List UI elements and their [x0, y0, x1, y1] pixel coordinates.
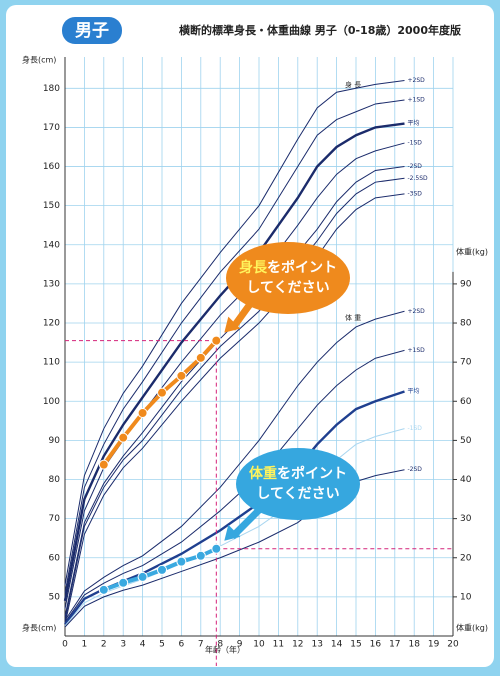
curve-label: +1SD [408, 97, 426, 104]
patient-point [195, 352, 206, 363]
x-tick-label: 15 [350, 640, 361, 650]
sd-curve [64, 310, 405, 621]
curve-label: +2SD [408, 308, 426, 315]
curve-label: -2SD [408, 466, 423, 473]
callout-text: してください [256, 486, 339, 502]
callout-text: 体重をポイント [249, 465, 347, 482]
y-tick-label: 60 [49, 553, 61, 563]
y-tick-label: 160 [43, 162, 60, 172]
y-tick-label: 90 [49, 436, 61, 446]
callout-highlight: 身長 [239, 259, 268, 276]
callout-arrowhead [224, 316, 241, 333]
y-tick-label: 140 [43, 240, 60, 250]
patient-point [137, 408, 148, 419]
patient-point [176, 556, 187, 567]
patient-point [211, 335, 222, 346]
y-tick-label: 130 [43, 279, 60, 289]
y-tick-label: 120 [43, 319, 60, 329]
y-tick-label: 150 [43, 201, 60, 211]
y2-tick-label: 60 [460, 397, 472, 407]
curve-label: 平均 [408, 119, 420, 127]
x-tick-label: 8 [217, 640, 223, 650]
chart-title: 横断的標準身長・体重曲線 男子（0-18歳）2000年度版 [179, 23, 461, 37]
patient-point [98, 584, 109, 595]
x-tick-label: 0 [62, 640, 68, 650]
x-tick-label: 11 [273, 640, 284, 650]
x-tick-label: 6 [179, 640, 185, 650]
sd-curve [64, 193, 405, 625]
patient-point [211, 543, 222, 554]
y-tick-label: 110 [43, 358, 60, 368]
y-axis-label: 身長(cm) [22, 623, 56, 633]
sd-curve [64, 99, 405, 594]
y2-tick-label: 40 [460, 475, 472, 485]
x-tick-label: 10 [253, 640, 265, 650]
y2-tick-label: 80 [460, 319, 472, 329]
patient-point [98, 459, 109, 470]
x-tick-label: 1 [82, 640, 88, 650]
callout [226, 242, 350, 314]
patient-point [157, 387, 167, 398]
y-tick-label: 70 [49, 514, 61, 524]
callout-text-part: をポイント [267, 259, 337, 276]
curve-group-label: 身 長 [345, 80, 361, 89]
y2-tick-label: 70 [460, 358, 472, 368]
patient-point [118, 432, 129, 443]
callout-highlight: 体重 [249, 465, 277, 482]
x-axis-label: 年齢（年） [205, 645, 245, 655]
curve-label: 平均 [408, 387, 420, 395]
patient-point [176, 370, 187, 381]
x-tick-label: 19 [428, 640, 440, 650]
sd-curve [64, 177, 405, 621]
y-tick-label: 50 [49, 592, 61, 602]
badge [62, 17, 122, 44]
curve-label: -1SD [408, 425, 423, 432]
x-tick-label: 14 [331, 640, 343, 650]
curve-label: +2SD [408, 77, 426, 84]
y-tick-label: 180 [43, 84, 60, 94]
y-tick-label: 170 [43, 123, 60, 133]
y2-tick-label: 20 [460, 553, 472, 563]
y-tick-label: 80 [49, 475, 61, 485]
x-tick-label: 2 [101, 640, 107, 650]
y2-axis-label: 体重(kg) [456, 247, 488, 257]
badge-text: 男子 [75, 21, 109, 41]
x-tick-label: 18 [408, 640, 420, 650]
callout-text: してください [246, 280, 329, 296]
panel [6, 5, 494, 667]
curve-label: -1SD [408, 140, 423, 147]
patient-point [137, 571, 148, 582]
x-tick-label: 9 [237, 640, 243, 650]
patient-point [118, 577, 129, 588]
curve-label: -2SD [408, 163, 423, 170]
x-tick-label: 5 [159, 640, 165, 650]
curve-label: +1SD [408, 347, 426, 354]
curve-label: -2.5SD [408, 175, 429, 182]
x-tick-label: 3 [120, 640, 126, 650]
x-tick-label: 13 [311, 640, 322, 650]
y2-tick-label: 10 [460, 592, 472, 602]
y-tick-label: 100 [43, 397, 60, 407]
patient-point [195, 550, 206, 561]
x-tick-label: 20 [447, 640, 459, 650]
callout-text-part: をポイント [277, 465, 347, 482]
callout-arrowhead [224, 524, 241, 541]
y-axis-label: 身長(cm) [22, 55, 56, 65]
x-tick-label: 7 [198, 640, 204, 650]
x-tick-label: 17 [389, 640, 400, 650]
curve-label: -3SD [408, 190, 423, 197]
callout [236, 448, 360, 520]
callout-text: 身長をポイント [239, 259, 337, 276]
y2-tick-label: 90 [460, 279, 472, 289]
curve-group-label: 体 重 [345, 313, 361, 322]
x-tick-label: 16 [370, 640, 382, 650]
y2-tick-label: 30 [460, 514, 472, 524]
x-tick-label: 4 [140, 640, 146, 650]
y2-axis-label: 体重(kg) [456, 623, 488, 633]
x-tick-label: 12 [292, 640, 303, 650]
y2-tick-label: 50 [460, 436, 472, 446]
sd-curve [64, 79, 405, 586]
patient-point [157, 564, 167, 575]
